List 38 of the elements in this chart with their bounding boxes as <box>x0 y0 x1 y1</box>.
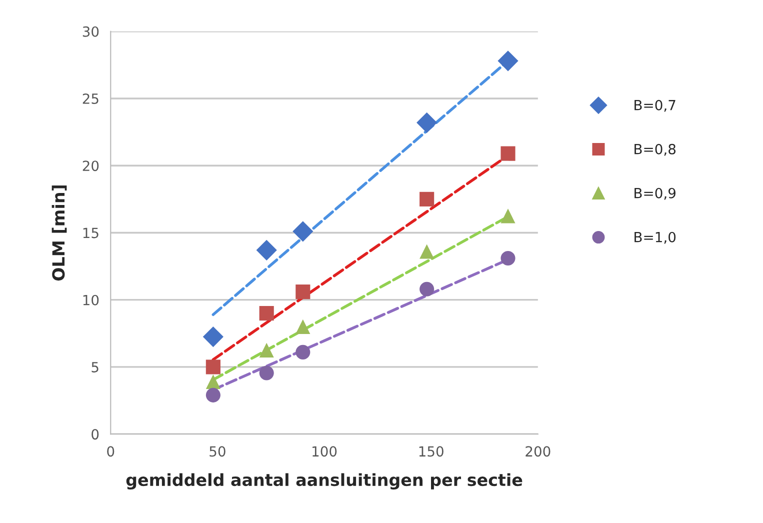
x-tick-label: 150 <box>419 446 444 457</box>
y-tick-label: 5 <box>92 362 98 372</box>
point <box>296 319 310 334</box>
y-tick-label: 0 <box>92 429 99 440</box>
x-tick-label: 200 <box>526 446 550 457</box>
point <box>259 342 274 358</box>
legend-label: B=0,9 <box>634 188 676 200</box>
point <box>420 282 434 296</box>
point <box>206 360 220 374</box>
point <box>420 192 434 206</box>
x-tick-label: 0 <box>107 446 114 457</box>
legend-label: B=0,7 <box>634 100 676 112</box>
point <box>296 284 310 300</box>
y-tick-label: 25 <box>82 93 98 104</box>
x-tick-label: 50 <box>210 446 226 457</box>
y-tick-label: 15 <box>83 228 98 238</box>
point <box>416 112 438 133</box>
point <box>296 344 310 360</box>
point <box>202 326 224 348</box>
legend-label: B=1,0 <box>634 232 676 244</box>
x-axis-title: gemiddeld aantal aansluitingen per sectie <box>126 473 522 490</box>
point <box>500 208 516 224</box>
point <box>500 250 516 266</box>
point <box>420 244 434 259</box>
y-tick-label: 10 <box>83 294 99 306</box>
point <box>292 221 314 242</box>
point <box>498 50 518 72</box>
x-tick-label: 100 <box>312 446 337 457</box>
point <box>256 240 277 260</box>
point <box>259 306 274 321</box>
point <box>206 388 220 402</box>
y-axis-title: OLM [min] <box>52 185 67 281</box>
y-tick-label: 30 <box>82 26 99 37</box>
point <box>259 366 274 380</box>
legend-label: B=0,8 <box>634 144 676 156</box>
y-tick-label: 20 <box>82 160 99 172</box>
point <box>500 146 516 161</box>
point <box>206 374 220 390</box>
